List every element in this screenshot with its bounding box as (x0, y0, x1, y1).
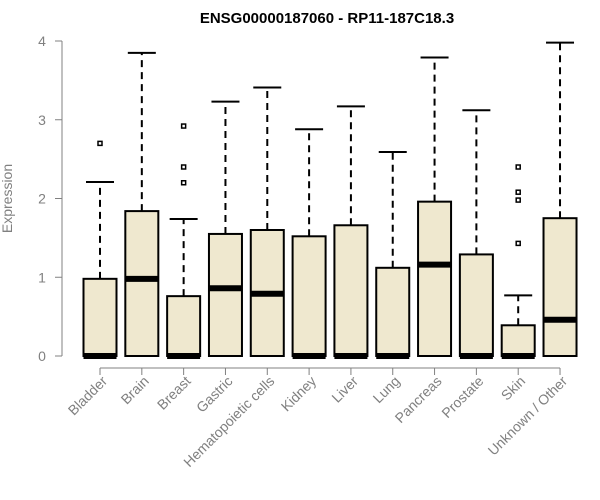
outlier-point (180, 180, 187, 186)
box-group (82, 140, 118, 359)
y-axis-label: Expression (0, 164, 15, 233)
x-tick-label: Breast (154, 373, 194, 413)
box-group (291, 128, 327, 359)
box-group (375, 151, 411, 359)
chart-title: ENSG00000187060 - RP11-187C18.3 (200, 10, 454, 27)
outlier-point (180, 164, 187, 170)
outlier-point (515, 189, 521, 195)
box-group (249, 86, 285, 357)
x-tick-label: Prostate (438, 373, 486, 421)
box-rect (207, 232, 243, 357)
y-axis: 0 1 2 3 4 (38, 33, 63, 364)
x-tick-label: Bladder (65, 373, 111, 419)
box-rect (458, 253, 494, 358)
x-tick-label: Skin (498, 373, 529, 404)
outlier-point (180, 123, 187, 129)
box-rect (417, 200, 453, 357)
y-tick-label: 1 (38, 269, 46, 285)
y-tick-label: 0 (38, 348, 46, 364)
x-tick-label: Liver (328, 373, 361, 406)
box-group (333, 105, 369, 359)
box-rect (291, 235, 327, 357)
boxes (82, 41, 578, 359)
box-rect (333, 224, 369, 357)
y-tick-label: 3 (38, 112, 46, 128)
y-tick-label: 2 (38, 191, 46, 207)
box-group (542, 41, 578, 357)
x-tick-label: Brain (118, 373, 152, 407)
box-rect (542, 217, 578, 357)
x-tick-label: Unknown / Other (485, 373, 571, 459)
y-tick-label: 4 (38, 33, 46, 49)
box-group (500, 164, 536, 359)
box-group (458, 109, 494, 359)
outlier-point (97, 140, 103, 147)
box-group (417, 56, 453, 357)
x-tick-label: Kidney (278, 373, 320, 415)
outlier-point (515, 197, 521, 203)
box-rect (500, 324, 536, 358)
box-rect (82, 277, 118, 358)
outlier-point (515, 240, 521, 247)
box-group (207, 100, 243, 357)
box-group (166, 123, 202, 359)
box-rect (166, 295, 202, 357)
box-rect (124, 210, 160, 357)
outlier-point (515, 164, 521, 170)
x-tick-label: Lung (370, 373, 403, 406)
box-rect (375, 266, 411, 357)
box-group (124, 51, 160, 357)
